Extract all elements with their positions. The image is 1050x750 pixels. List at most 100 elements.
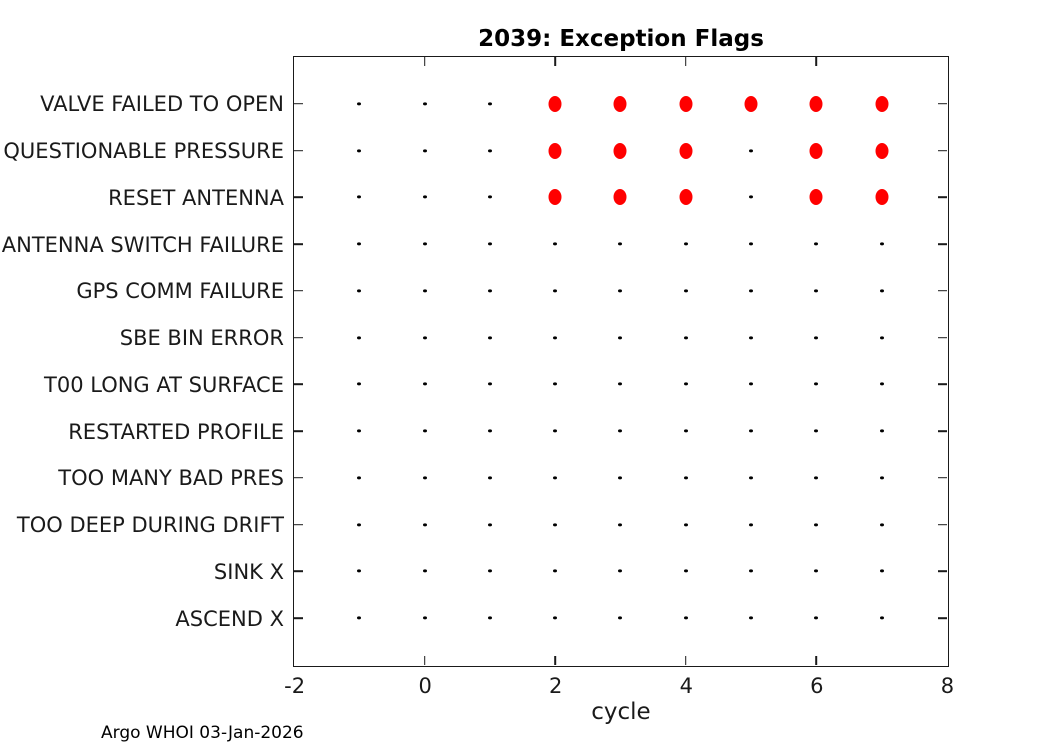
exception-flag-marker — [679, 189, 693, 206]
no-exception-dot-marker — [683, 429, 688, 433]
no-exception-dot-marker — [422, 382, 427, 386]
y-axis-tick-left — [294, 243, 303, 245]
no-exception-dot-marker — [422, 102, 427, 106]
no-exception-dot-marker — [618, 569, 623, 573]
no-exception-dot-marker — [357, 569, 362, 573]
no-exception-dot-marker — [553, 522, 558, 527]
y-axis-tick-right — [937, 476, 947, 479]
x-tick-label: -2 — [284, 674, 306, 698]
y-tick-label: T00 LONG AT SURFACE — [44, 372, 284, 397]
no-exception-dot-marker — [748, 148, 753, 153]
no-exception-dot-marker — [422, 522, 427, 527]
no-exception-dot-marker — [683, 289, 688, 293]
no-exception-dot-marker — [357, 382, 362, 386]
no-exception-dot-marker — [487, 382, 492, 386]
x-tick-label: 6 — [810, 674, 824, 698]
plot-area — [293, 56, 949, 667]
no-exception-dot-marker — [357, 148, 362, 153]
no-exception-dot-marker — [357, 335, 362, 340]
x-axis-label: cycle — [591, 699, 651, 725]
no-exception-dot-marker — [814, 569, 819, 573]
no-exception-dot-marker — [487, 476, 492, 480]
no-exception-dot-marker — [553, 476, 558, 480]
x-axis-tick-top — [554, 57, 556, 66]
y-axis-tick-left — [294, 476, 303, 479]
no-exception-dot-marker — [748, 382, 753, 386]
no-exception-dot-marker — [357, 476, 362, 480]
x-tick-label: 4 — [679, 674, 693, 698]
no-exception-dot-marker — [683, 569, 688, 573]
x-axis-tick-top — [684, 57, 687, 66]
no-exception-dot-marker — [814, 429, 819, 433]
no-exception-dot-marker — [618, 289, 623, 293]
no-exception-dot-marker — [487, 569, 492, 573]
no-exception-dot-marker — [357, 242, 362, 246]
y-axis-tick-left — [294, 617, 303, 619]
no-exception-dot-marker — [357, 616, 362, 620]
x-axis-tick-bottom — [554, 655, 556, 665]
x-axis-tick-bottom — [815, 655, 818, 665]
no-exception-dot-marker — [422, 476, 427, 480]
no-exception-dot-marker — [553, 335, 558, 340]
no-exception-dot-marker — [422, 148, 427, 153]
y-axis-tick-right — [937, 383, 947, 386]
y-axis-tick-right — [937, 570, 947, 573]
y-axis-tick-right — [937, 430, 947, 432]
no-exception-dot-marker — [553, 616, 558, 620]
exception-flag-marker — [548, 189, 562, 206]
exception-flag-marker — [809, 142, 823, 159]
no-exception-dot-marker — [879, 335, 884, 340]
no-exception-dot-marker — [487, 429, 492, 433]
y-axis-tick-left — [294, 149, 303, 152]
no-exception-dot-marker — [748, 569, 753, 573]
y-tick-label: ASCEND X — [175, 606, 284, 631]
no-exception-dot-marker — [618, 522, 623, 527]
no-exception-dot-marker — [553, 429, 558, 433]
no-exception-dot-marker — [618, 616, 623, 620]
x-tick-label: 2 — [549, 674, 563, 698]
no-exception-dot-marker — [618, 382, 623, 386]
exception-flag-marker — [679, 95, 693, 112]
x-axis-tick-top — [423, 57, 426, 66]
no-exception-dot-marker — [422, 616, 427, 620]
no-exception-dot-marker — [618, 476, 623, 480]
y-tick-label: TOO DEEP DURING DRIFT — [16, 513, 284, 538]
y-tick-label: TOO MANY BAD PRES — [58, 466, 284, 491]
y-tick-label: SINK X — [213, 559, 284, 584]
no-exception-dot-marker — [487, 148, 492, 153]
no-exception-dot-marker — [487, 289, 492, 293]
no-exception-dot-marker — [422, 195, 427, 199]
no-exception-dot-marker — [618, 335, 623, 340]
no-exception-dot-marker — [357, 102, 362, 106]
y-axis-tick-left — [294, 102, 303, 105]
y-tick-label: SBE BIN ERROR — [119, 326, 284, 351]
no-exception-dot-marker — [553, 242, 558, 246]
exception-flag-marker — [548, 142, 562, 159]
no-exception-dot-marker — [357, 429, 362, 433]
exception-flag-marker — [875, 95, 889, 112]
y-axis-tick-left — [294, 523, 303, 526]
x-tick-label: 0 — [418, 674, 432, 698]
no-exception-dot-marker — [487, 522, 492, 527]
y-tick-label: QUESTIONABLE PRESSURE — [3, 139, 284, 164]
no-exception-dot-marker — [357, 195, 362, 199]
no-exception-dot-marker — [814, 382, 819, 386]
y-axis-tick-right — [937, 617, 947, 619]
no-exception-dot-marker — [618, 429, 623, 433]
footer-annotation: Argo WHOI 03-Jan-2026 — [101, 723, 304, 743]
y-tick-label: ANTENNA SWITCH FAILURE — [1, 232, 284, 257]
no-exception-dot-marker — [748, 476, 753, 480]
y-axis-tick-left — [294, 289, 303, 292]
no-exception-dot-marker — [814, 289, 819, 293]
no-exception-dot-marker — [422, 242, 427, 246]
no-exception-dot-marker — [553, 382, 558, 386]
y-tick-label: RESET ANTENNA — [108, 185, 284, 210]
no-exception-dot-marker — [748, 429, 753, 433]
no-exception-dot-marker — [422, 569, 427, 573]
no-exception-dot-marker — [683, 476, 688, 480]
exception-flag-marker — [679, 142, 693, 159]
x-tick-label: 8 — [940, 674, 955, 698]
y-axis-tick-right — [937, 523, 947, 526]
no-exception-dot-marker — [618, 242, 623, 246]
